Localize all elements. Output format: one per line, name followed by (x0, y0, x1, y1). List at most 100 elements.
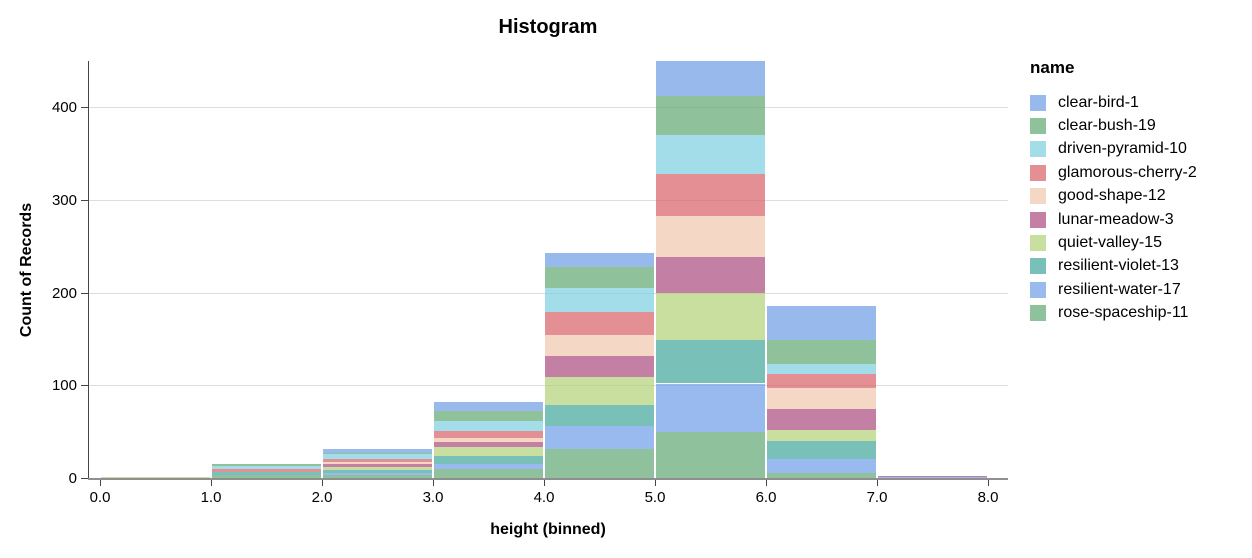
y-tick-label-100: 100 (51, 377, 77, 395)
y-tick-mark-400 (81, 107, 88, 109)
bar-segment-rose-spaceship-11-bin-6-7[interactable] (767, 473, 876, 478)
bar-segment-driven-pyramid-10-bin-3-4[interactable] (434, 420, 543, 431)
bar-segment-glamorous-cherry-2-bin-6-7[interactable] (767, 374, 876, 389)
x-tick-mark-7.0 (877, 480, 878, 486)
bar-segment-resilient-water-17-bin-4-5[interactable] (545, 426, 654, 450)
legend-label: clear-bird-1 (1058, 93, 1139, 111)
bar-segment-good-shape-12-bin-6-7[interactable] (767, 388, 876, 409)
legend-label: glamorous-cherry-2 (1058, 163, 1197, 181)
legend-label: quiet-valley-15 (1058, 234, 1163, 252)
bar-segment-good-shape-12-bin-2-3[interactable] (323, 462, 432, 465)
legend-item-good-shape-12[interactable]: good-shape-12 (1030, 185, 1197, 208)
bar-segment-resilient-violet-13-bin-4-5[interactable] (545, 404, 654, 427)
legend-item-resilient-water-17[interactable]: resilient-water-17 (1030, 278, 1197, 301)
x-tick-label-5.0: 5.0 (644, 489, 666, 506)
bar-segment-lunar-meadow-3-bin-3-4[interactable] (434, 441, 543, 447)
bar-segment-quiet-valley-15-bin-2-3[interactable] (323, 466, 432, 470)
x-tick-mark-6.0 (766, 480, 767, 486)
legend-item-lunar-meadow-3[interactable]: lunar-meadow-3 (1030, 208, 1197, 231)
x-tick-mark-0.0 (100, 480, 101, 486)
x-tick-label-3.0: 3.0 (422, 489, 444, 506)
plot-area (88, 61, 1008, 480)
bar-segment-driven-pyramid-10-bin-2-3[interactable] (323, 453, 432, 459)
legend-item-glamorous-cherry-2[interactable]: glamorous-cherry-2 (1030, 161, 1197, 184)
legend-item-resilient-violet-13[interactable]: resilient-violet-13 (1030, 255, 1197, 278)
y-tick-mark-100 (81, 385, 88, 387)
bar-segment-rose-spaceship-11-bin-5-6[interactable] (656, 431, 765, 478)
x-tick-label-7.0: 7.0 (866, 489, 888, 506)
bar-segment-clear-bird-1-bin-5-6[interactable] (656, 61, 765, 97)
bar-segment-resilient-violet-13-bin-5-6[interactable] (656, 339, 765, 384)
legend-item-driven-pyramid-10[interactable]: driven-pyramid-10 (1030, 138, 1197, 161)
bar-segment-clear-bush-19-bin-4-5[interactable] (545, 266, 654, 289)
x-tick-label-6.0: 6.0 (755, 489, 777, 506)
bar-segment-quiet-valley-15-bin-6-7[interactable] (767, 429, 876, 441)
bar-segment-lunar-meadow-3-bin-4-5[interactable] (545, 355, 654, 377)
legend-item-clear-bush-19[interactable]: clear-bush-19 (1030, 114, 1197, 137)
bar-segment-resilient-water-17-bin-2-3[interactable] (323, 473, 432, 476)
bar-segment-quiet-valley-15-bin-0-1[interactable] (101, 477, 210, 478)
bar-segment-quiet-valley-15-bin-3-4[interactable] (434, 446, 543, 456)
bar-segment-good-shape-12-bin-3-4[interactable] (434, 438, 543, 442)
bar-segment-good-shape-12-bin-5-6[interactable] (656, 215, 765, 258)
bar-segment-clear-bush-19-bin-5-6[interactable] (656, 96, 765, 136)
bar-segment-driven-pyramid-10-bin-1-2[interactable] (212, 465, 321, 469)
bar-segment-resilient-water-17-bin-5-6[interactable] (656, 383, 765, 432)
bar-segment-lunar-meadow-3-bin-7-8[interactable] (878, 476, 987, 478)
bar-segment-rose-spaceship-11-bin-4-5[interactable] (545, 449, 654, 478)
x-axis-domain-line (88, 478, 1008, 480)
legend-item-quiet-valley-15[interactable]: quiet-valley-15 (1030, 231, 1197, 254)
y-axis-title-text: Count of Records (18, 202, 35, 338)
bar-segment-quiet-valley-15-bin-4-5[interactable] (545, 377, 654, 405)
bar-segment-lunar-meadow-3-bin-2-3[interactable] (323, 464, 432, 467)
legend-swatch-quiet-valley-15 (1030, 235, 1046, 252)
bar-segment-clear-bush-19-bin-3-4[interactable] (434, 411, 543, 421)
bar-segment-resilient-violet-13-bin-1-2[interactable] (212, 471, 321, 476)
legend-label: resilient-violet-13 (1058, 257, 1179, 275)
bar-segment-resilient-violet-13-bin-2-3[interactable] (323, 469, 432, 474)
y-tick-label-0: 0 (68, 470, 77, 487)
bar-segment-clear-bush-19-bin-6-7[interactable] (767, 339, 876, 365)
bar-segment-lunar-meadow-3-bin-5-6[interactable] (656, 257, 765, 293)
legend-label: driven-pyramid-10 (1058, 140, 1187, 158)
bar-segment-clear-bush-19-bin-1-2[interactable] (212, 464, 321, 466)
bar-segment-clear-bush-19-bin-2-3[interactable] (323, 453, 432, 454)
bar-segment-rose-spaceship-11-bin-1-2[interactable] (212, 475, 321, 478)
bar-segment-glamorous-cherry-2-bin-2-3[interactable] (323, 458, 432, 463)
legend-swatch-resilient-water-17 (1030, 281, 1046, 298)
bar-segment-resilient-water-17-bin-6-7[interactable] (767, 458, 876, 474)
bar-segment-driven-pyramid-10-bin-5-6[interactable] (656, 135, 765, 175)
legend-items: clear-bird-1 clear-bush-19 driven-pyramid-… (1030, 91, 1197, 325)
bar-segment-rose-spaceship-11-bin-3-4[interactable] (434, 468, 543, 478)
bar-segment-resilient-water-17-bin-3-4[interactable] (434, 464, 543, 469)
bar-segment-clear-bird-1-bin-4-5[interactable] (545, 252, 654, 267)
gridline-y-300 (89, 200, 1008, 201)
bar-segment-driven-pyramid-10-bin-4-5[interactable] (545, 288, 654, 313)
bar-segment-glamorous-cherry-2-bin-5-6[interactable] (656, 174, 765, 216)
legend-item-rose-spaceship-11[interactable]: rose-spaceship-11 (1030, 302, 1197, 325)
bar-segment-lunar-meadow-3-bin-6-7[interactable] (767, 408, 876, 430)
x-tick-label-2.0: 2.0 (311, 489, 333, 506)
bar-segment-rose-spaceship-11-bin-2-3[interactable] (323, 475, 432, 478)
legend-swatch-glamorous-cherry-2 (1030, 164, 1046, 181)
legend-label: clear-bush-19 (1058, 117, 1156, 135)
bar-segment-quiet-valley-15-bin-5-6[interactable] (656, 292, 765, 340)
bar-segment-glamorous-cherry-2-bin-3-4[interactable] (434, 430, 543, 439)
x-tick-label-4.0: 4.0 (533, 489, 555, 506)
bar-segment-clear-bird-1-bin-2-3[interactable] (323, 449, 432, 453)
bar-segment-clear-bird-1-bin-3-4[interactable] (434, 402, 543, 412)
bar-segment-resilient-water-17-bin-7-8[interactable] (878, 477, 987, 478)
y-tick-mark-300 (81, 200, 88, 201)
bar-segment-resilient-violet-13-bin-6-7[interactable] (767, 440, 876, 459)
legend-item-clear-bird-1[interactable]: clear-bird-1 (1030, 91, 1197, 114)
bar-segment-clear-bird-1-bin-6-7[interactable] (767, 305, 876, 340)
y-tick-mark-0 (81, 478, 88, 479)
bar-segment-glamorous-cherry-2-bin-4-5[interactable] (545, 312, 654, 336)
bar-segment-resilient-violet-13-bin-3-4[interactable] (434, 455, 543, 465)
x-tick-mark-1.0 (211, 480, 212, 486)
y-tick-mark-200 (81, 292, 88, 294)
bar-segment-glamorous-cherry-2-bin-1-2[interactable] (212, 468, 321, 472)
bar-segment-good-shape-12-bin-4-5[interactable] (545, 335, 654, 356)
bar-segment-driven-pyramid-10-bin-6-7[interactable] (767, 364, 876, 375)
